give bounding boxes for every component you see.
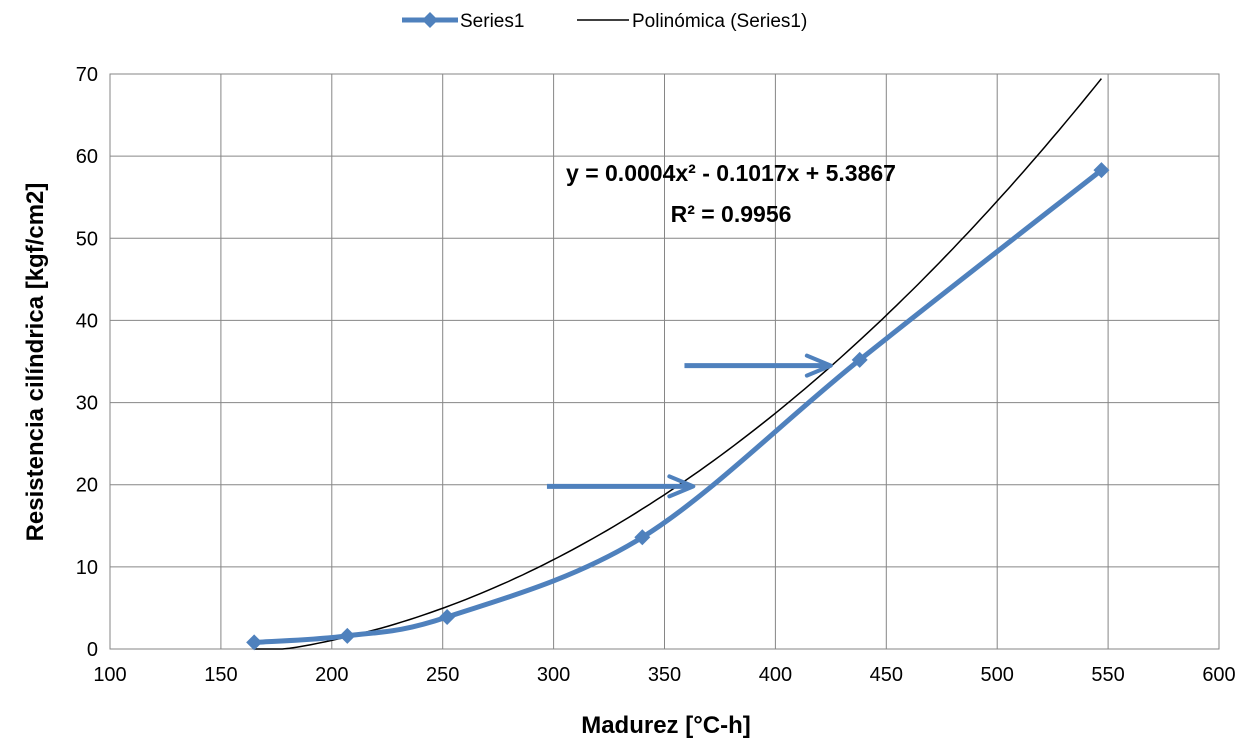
series1-point (1093, 162, 1110, 179)
trendline-r-squared: R² = 0.9956 (671, 201, 792, 227)
y-tick-label: 50 (76, 228, 98, 250)
y-tick-label: 30 (76, 393, 98, 415)
x-tick-label: 500 (981, 664, 1014, 686)
annotation-arrow-head (804, 353, 833, 378)
y-tick-labels: 0 10 20 30 40 50 60 70 (76, 64, 98, 661)
legend-item-series1: Series1 (402, 11, 524, 32)
x-tick-label: 600 (1202, 664, 1235, 686)
legend-series1-label: Series1 (460, 11, 524, 32)
x-axis-title: Madurez [°C-h] (581, 712, 751, 739)
series1-point (246, 634, 263, 651)
legend-trendline-label: Polinómica (Series1) (632, 11, 807, 32)
series-group (246, 162, 1110, 651)
equation-label: y = 0.0004x² - 0.1017x + 5.3867 R² = 0.9… (566, 160, 896, 227)
x-tick-label: 400 (759, 664, 792, 686)
annotation-arrow-head (667, 474, 696, 499)
series1-point (439, 608, 456, 625)
y-tick-label: 60 (76, 146, 98, 168)
y-axis-title: Resistencia cilíndrica [kgf/cm2] (22, 183, 49, 542)
x-tick-label: 100 (93, 664, 126, 686)
x-tick-label: 350 (648, 664, 681, 686)
annotation-arrows (546, 353, 833, 499)
y-tick-label: 10 (76, 557, 98, 579)
y-tick-label: 0 (87, 639, 98, 661)
x-tick-labels: 100 150 200 250 300 350 400 450 500 550 600 (93, 664, 1235, 686)
series1-point (339, 627, 356, 644)
legend-item-trendline: Polinómica (Series1) (577, 11, 807, 32)
x-tick-label: 300 (537, 664, 570, 686)
y-tick-label: 70 (76, 64, 98, 86)
x-tick-label: 550 (1091, 664, 1124, 686)
x-tick-label: 450 (870, 664, 903, 686)
legend-series1-marker (422, 12, 438, 28)
y-tick-label: 40 (76, 310, 98, 332)
x-tick-label: 250 (426, 664, 459, 686)
plot-area-border (109, 73, 1220, 650)
series1-line (253, 168, 1103, 645)
series1-point (851, 351, 868, 368)
legend: Series1 Polinómica (Series1) (402, 11, 807, 32)
trendline-equation: y = 0.0004x² - 0.1017x + 5.3867 (566, 160, 896, 186)
x-tick-label: 150 (204, 664, 237, 686)
series1-point (634, 529, 651, 546)
x-tick-label: 200 (315, 664, 348, 686)
y-tick-label: 20 (76, 475, 98, 497)
